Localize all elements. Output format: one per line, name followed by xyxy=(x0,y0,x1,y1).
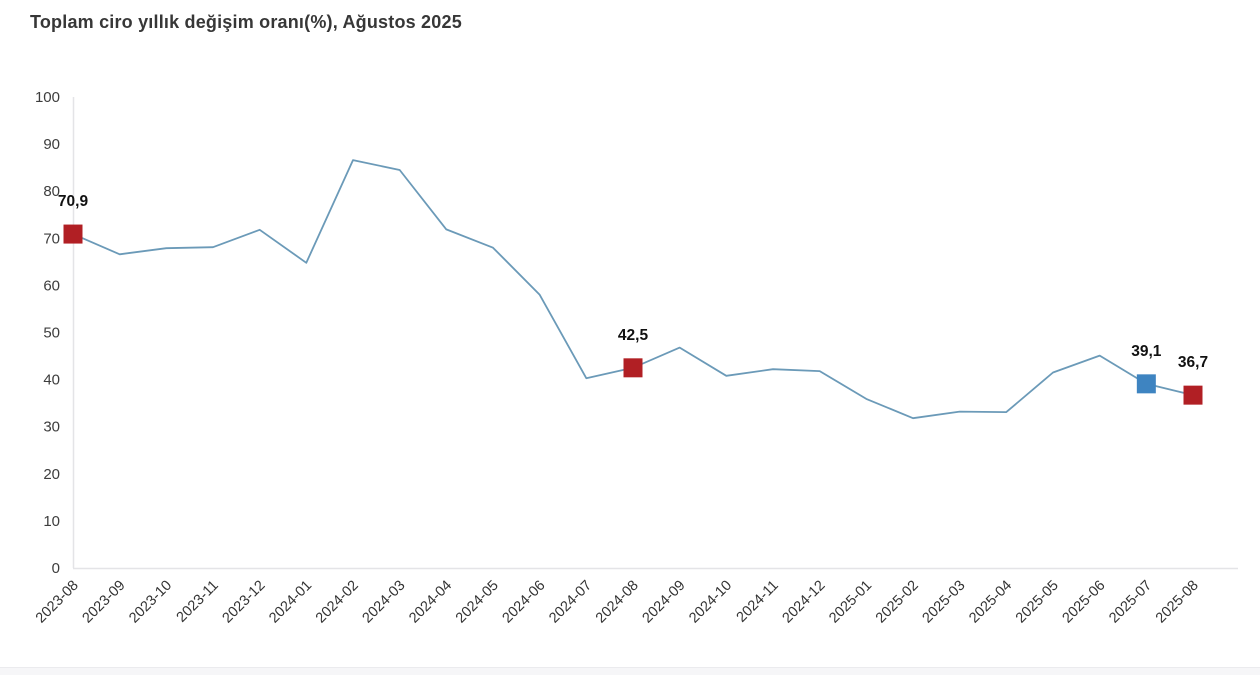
x-tick-label: 2023-10 xyxy=(126,578,175,627)
x-tick-label: 2024-10 xyxy=(686,578,735,627)
x-tick-label: 2024-01 xyxy=(266,578,315,627)
x-tick-label: 2025-07 xyxy=(1106,578,1155,627)
x-tick-label: 2023-09 xyxy=(80,578,129,627)
highlight-marker xyxy=(623,358,643,378)
x-tick-label: 2025-08 xyxy=(1153,578,1202,627)
point-value-label: 39,1 xyxy=(1131,343,1162,360)
x-tick-label: 2024-05 xyxy=(453,578,502,627)
footer-strip xyxy=(0,667,1260,675)
series-line xyxy=(72,159,1194,420)
x-tick-label: 2024-02 xyxy=(313,578,362,627)
x-tick-label: 2025-03 xyxy=(920,578,969,627)
x-tick-label: 2025-06 xyxy=(1060,578,1109,627)
chart-title: Toplam ciro yıllık değişim oranı(%), Ağu… xyxy=(30,12,462,32)
x-tick-label: 2024-04 xyxy=(406,578,455,627)
y-tick-label: 40 xyxy=(43,372,60,389)
x-tick-label: 2024-11 xyxy=(734,578,782,626)
y-tick-label: 10 xyxy=(43,513,60,530)
y-tick-label: 100 xyxy=(35,89,60,106)
y-tick-label: 20 xyxy=(43,466,60,483)
y-tick-label: 50 xyxy=(43,325,60,342)
point-value-label: 42,5 xyxy=(618,327,649,344)
x-tick-label: 2024-06 xyxy=(500,578,549,627)
point-value-label: 36,7 xyxy=(1178,354,1208,371)
y-tick-label: 60 xyxy=(43,277,60,294)
x-tick-label: 2024-07 xyxy=(546,578,595,627)
x-tick-label: 2025-01 xyxy=(826,578,875,627)
x-tick-label: 2025-02 xyxy=(873,578,922,627)
x-tick-label: 2025-05 xyxy=(1013,578,1062,627)
y-tick-label: 80 xyxy=(43,183,60,200)
y-tick-label: 30 xyxy=(43,419,60,436)
x-tick-label: 2024-12 xyxy=(780,578,829,627)
x-tick-label: 2023-12 xyxy=(220,578,269,627)
highlight-marker xyxy=(63,224,83,244)
x-tick-label: 2024-08 xyxy=(593,578,642,627)
x-tick-label: 2025-04 xyxy=(966,578,1015,627)
highlight-marker xyxy=(1136,374,1156,394)
point-value-label: 70,9 xyxy=(58,193,89,210)
x-tick-label: 2023-08 xyxy=(33,578,82,627)
highlight-marker xyxy=(1183,385,1203,405)
y-tick-label: 0 xyxy=(52,560,60,577)
y-tick-label: 70 xyxy=(43,230,60,247)
x-tick-label: 2024-09 xyxy=(640,578,689,627)
x-tick-label: 2023-11 xyxy=(174,578,222,626)
y-tick-label: 90 xyxy=(43,136,60,153)
x-tick-label: 2024-03 xyxy=(360,578,409,627)
